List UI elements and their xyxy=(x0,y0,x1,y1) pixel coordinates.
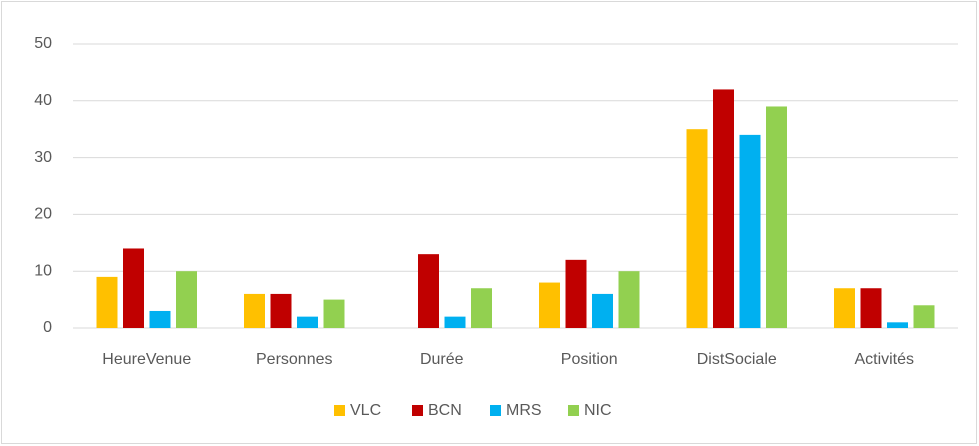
legend-swatch xyxy=(412,405,423,416)
y-tick-label: 50 xyxy=(34,35,52,52)
legend-swatch xyxy=(568,405,579,416)
y-tick-label: 30 xyxy=(34,149,52,166)
bar xyxy=(686,129,708,328)
x-tick-label: DistSociale xyxy=(697,351,777,368)
bar xyxy=(766,106,787,328)
legend-label: VLC xyxy=(350,402,381,419)
bar xyxy=(96,276,118,328)
x-tick-label: Position xyxy=(561,351,618,368)
bar xyxy=(244,293,265,328)
y-tick-label: 10 xyxy=(34,262,52,279)
x-tick-label: Activités xyxy=(854,351,914,368)
bar xyxy=(444,316,466,328)
bar xyxy=(739,134,761,328)
x-tick-label: HeureVenue xyxy=(102,351,191,368)
bar xyxy=(618,271,640,328)
legend-label: NIC xyxy=(584,402,612,419)
bar xyxy=(592,293,613,328)
x-tick-label: Durée xyxy=(420,351,464,368)
bar xyxy=(713,89,734,328)
bar xyxy=(297,316,318,328)
bar xyxy=(913,305,935,328)
x-tick-label: Personnes xyxy=(256,351,333,368)
bar xyxy=(270,293,292,328)
legend-label: MRS xyxy=(506,402,542,419)
bar xyxy=(149,310,171,328)
legend-label: BCN xyxy=(428,402,462,419)
bar xyxy=(471,288,492,328)
bar xyxy=(123,248,144,328)
legend-swatch xyxy=(334,405,345,416)
bar xyxy=(834,288,855,328)
bar xyxy=(539,282,560,328)
y-tick-label: 40 xyxy=(34,92,52,109)
bar xyxy=(418,254,439,328)
bar xyxy=(565,259,587,328)
y-tick-label: 20 xyxy=(34,206,52,223)
bar xyxy=(323,299,345,328)
legend-swatch xyxy=(490,405,501,416)
y-tick-label: 0 xyxy=(43,319,52,336)
bar xyxy=(176,271,197,328)
bar xyxy=(860,288,882,328)
bar xyxy=(887,322,908,328)
